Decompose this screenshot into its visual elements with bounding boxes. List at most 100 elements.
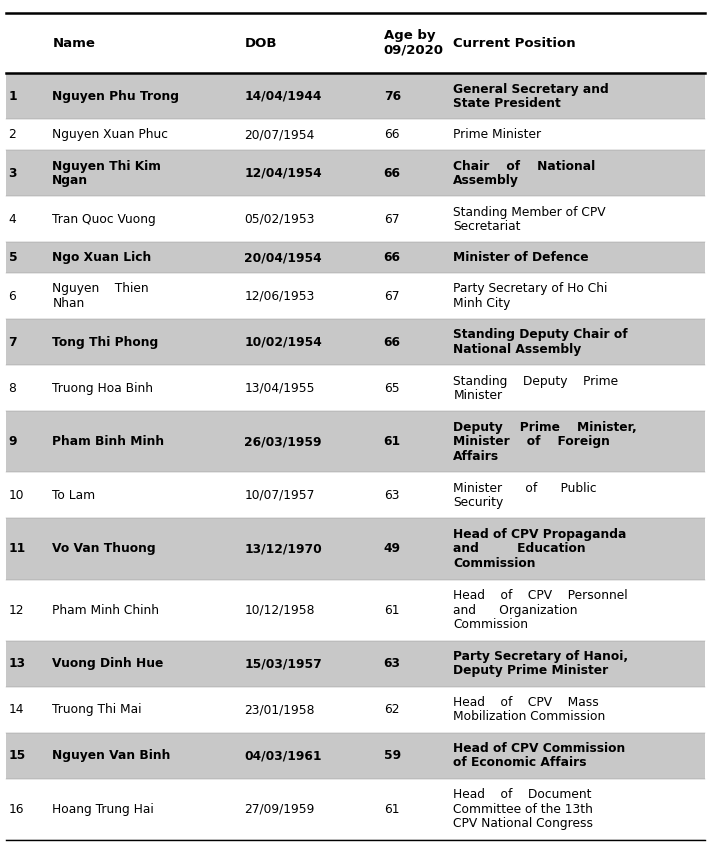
Bar	[6, 580, 705, 641]
Text: Nguyen    Thien
Nhan: Nguyen Thien Nhan	[53, 283, 149, 310]
Bar	[6, 411, 705, 473]
Text: Deputy    Prime    Minister,
Minister    of    Foreign
Affairs: Deputy Prime Minister, Minister of Forei…	[454, 421, 637, 463]
Text: 14/04/1944: 14/04/1944	[245, 90, 322, 103]
Bar	[6, 319, 705, 365]
Text: 67: 67	[384, 289, 399, 303]
Text: 23/01/1958: 23/01/1958	[245, 703, 315, 717]
Text: 4: 4	[9, 213, 16, 226]
Text: 61: 61	[384, 436, 401, 448]
Text: 10/12/1958: 10/12/1958	[245, 603, 315, 617]
Text: 12/06/1953: 12/06/1953	[245, 289, 315, 303]
Bar	[6, 73, 705, 120]
Text: Age by
09/2020: Age by 09/2020	[384, 30, 444, 57]
Text: 04/03/1961: 04/03/1961	[245, 749, 322, 762]
Text: 20/07/1954: 20/07/1954	[245, 128, 315, 142]
Text: 1: 1	[9, 90, 17, 103]
Text: Nguyen Van Binh: Nguyen Van Binh	[53, 749, 171, 762]
Text: Hoang Trung Hai: Hoang Trung Hai	[53, 803, 154, 815]
Text: Head    of    CPV    Mass
Mobilization Commission: Head of CPV Mass Mobilization Commission	[454, 696, 606, 723]
Text: 66: 66	[384, 167, 401, 180]
Text: 61: 61	[384, 803, 399, 815]
Text: 20/04/1954: 20/04/1954	[245, 252, 322, 264]
Bar	[6, 273, 705, 319]
Bar	[6, 13, 705, 73]
Text: Ngo Xuan Lich: Ngo Xuan Lich	[53, 252, 151, 264]
Text: 13: 13	[9, 657, 26, 670]
Text: Party Secretary of Hanoi,
Deputy Prime Minister: Party Secretary of Hanoi, Deputy Prime M…	[454, 650, 629, 678]
Bar	[6, 473, 705, 518]
Text: 2: 2	[9, 128, 16, 142]
Text: 15: 15	[9, 749, 26, 762]
Text: Nguyen Phu Trong: Nguyen Phu Trong	[53, 90, 179, 103]
Text: 12/04/1954: 12/04/1954	[245, 167, 322, 180]
Text: Party Secretary of Ho Chi
Minh City: Party Secretary of Ho Chi Minh City	[454, 283, 608, 310]
Text: Head    of    Document
Committee of the 13th
CPV National Congress: Head of Document Committee of the 13th C…	[454, 788, 594, 830]
Text: 59: 59	[384, 749, 401, 762]
Text: Nguyen Xuan Phuc: Nguyen Xuan Phuc	[53, 128, 169, 142]
Text: 63: 63	[384, 489, 399, 502]
Text: Standing Member of CPV
Secretariat: Standing Member of CPV Secretariat	[454, 206, 606, 233]
Text: DOB: DOB	[245, 36, 277, 50]
Bar	[6, 518, 705, 580]
Text: 14: 14	[9, 703, 24, 717]
Text: 63: 63	[384, 657, 401, 670]
Text: 3: 3	[9, 167, 17, 180]
Text: 65: 65	[384, 381, 400, 395]
Text: Standing Deputy Chair of
National Assembly: Standing Deputy Chair of National Assemb…	[454, 328, 628, 356]
Text: 9: 9	[9, 436, 17, 448]
Text: Pham Binh Minh: Pham Binh Minh	[53, 436, 164, 448]
Text: 13/04/1955: 13/04/1955	[245, 381, 315, 395]
Text: Chair    of    National
Assembly: Chair of National Assembly	[454, 160, 596, 187]
Bar	[6, 242, 705, 273]
Text: Truong Hoa Binh: Truong Hoa Binh	[53, 381, 154, 395]
Text: 62: 62	[384, 703, 399, 717]
Text: 66: 66	[384, 128, 399, 142]
Text: 8: 8	[9, 381, 16, 395]
Text: 67: 67	[384, 213, 399, 226]
Text: Prime Minister: Prime Minister	[454, 128, 542, 142]
Text: Pham Minh Chinh: Pham Minh Chinh	[53, 603, 159, 617]
Text: 10: 10	[9, 489, 24, 502]
Bar	[6, 365, 705, 411]
Text: 76: 76	[384, 90, 401, 103]
Bar	[6, 120, 705, 150]
Text: 11: 11	[9, 543, 26, 555]
Text: To Lam: To Lam	[53, 489, 95, 502]
Text: 5: 5	[9, 252, 17, 264]
Text: 61: 61	[384, 603, 399, 617]
Text: Standing    Deputy    Prime
Minister: Standing Deputy Prime Minister	[454, 375, 619, 402]
Text: 15/03/1957: 15/03/1957	[245, 657, 322, 670]
Text: Minister of Defence: Minister of Defence	[454, 252, 589, 264]
Text: Nguyen Thi Kim
Ngan: Nguyen Thi Kim Ngan	[53, 160, 161, 187]
Text: 27/09/1959: 27/09/1959	[245, 803, 315, 815]
Bar	[6, 150, 705, 197]
Bar	[6, 197, 705, 242]
Text: General Secretary and
State President: General Secretary and State President	[454, 83, 609, 111]
Text: 66: 66	[384, 336, 401, 349]
Bar	[6, 687, 705, 733]
Text: 26/03/1959: 26/03/1959	[245, 436, 322, 448]
Text: Name: Name	[53, 36, 95, 50]
Text: Head    of    CPV    Personnel
and      Organization
Commission: Head of CPV Personnel and Organization C…	[454, 589, 628, 631]
Text: 6: 6	[9, 289, 16, 303]
Text: 7: 7	[9, 336, 17, 349]
Text: Minister      of      Public
Security: Minister of Public Security	[454, 482, 597, 509]
Bar	[6, 779, 705, 840]
Text: 49: 49	[384, 543, 401, 555]
Text: Head of CPV Propaganda
and         Education
Commission: Head of CPV Propaganda and Education Com…	[454, 528, 627, 570]
Bar	[6, 733, 705, 779]
Text: Vuong Dinh Hue: Vuong Dinh Hue	[53, 657, 164, 670]
Text: 13/12/1970: 13/12/1970	[245, 543, 322, 555]
Text: Tran Quoc Vuong: Tran Quoc Vuong	[53, 213, 156, 226]
Text: 66: 66	[384, 252, 401, 264]
Text: 10/02/1954: 10/02/1954	[245, 336, 322, 349]
Text: 12: 12	[9, 603, 24, 617]
Text: 16: 16	[9, 803, 24, 815]
Text: 05/02/1953: 05/02/1953	[245, 213, 315, 226]
Text: Head of CPV Commission
of Economic Affairs: Head of CPV Commission of Economic Affai…	[454, 742, 626, 770]
Text: Vo Van Thuong: Vo Van Thuong	[53, 543, 156, 555]
Text: Truong Thi Mai: Truong Thi Mai	[53, 703, 141, 717]
Bar	[6, 641, 705, 687]
Text: Tong Thi Phong: Tong Thi Phong	[53, 336, 159, 349]
Text: 10/07/1957: 10/07/1957	[245, 489, 315, 502]
